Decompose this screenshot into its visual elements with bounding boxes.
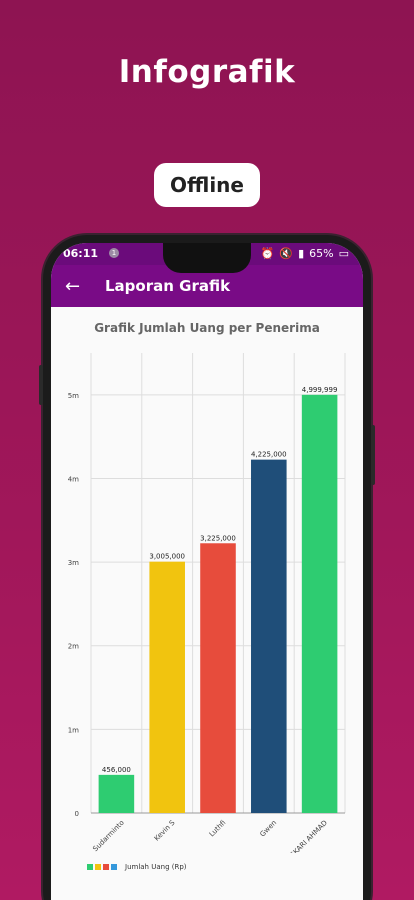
x-tick-label: ASKARI AHMAD xyxy=(285,819,329,853)
bar xyxy=(301,394,338,813)
status-time: 06:11 xyxy=(63,247,99,260)
legend-swatch xyxy=(111,864,117,870)
offline-badge: Offline xyxy=(154,163,260,207)
volume-button xyxy=(39,365,43,405)
x-tick-label: Luthfi xyxy=(208,819,228,839)
x-tick-label: Gwen xyxy=(258,819,278,839)
bar xyxy=(251,459,287,813)
legend-swatch xyxy=(95,864,101,870)
signal-icon: ▮ xyxy=(298,247,305,260)
y-tick-label: 2m xyxy=(68,643,79,651)
bar xyxy=(98,774,135,813)
page-title: Laporan Grafik xyxy=(105,277,231,295)
phone-screen: 06:11 1 ⏰ 🔇 ▮ 65% ▭ ← Laporan Grafik Gra… xyxy=(51,243,363,900)
bar-value-label: 4,999,999 xyxy=(302,386,338,394)
x-tick-label: Kevin S xyxy=(153,818,177,842)
legend-swatch xyxy=(87,864,93,870)
alarm-icon: ⏰ xyxy=(260,247,275,260)
battery-label: 65% xyxy=(309,247,334,260)
y-tick-label: 3m xyxy=(68,559,79,567)
arrow-left-icon[interactable]: ← xyxy=(65,275,81,297)
mute-icon: 🔇 xyxy=(279,247,294,260)
notification-badge: 1 xyxy=(109,248,119,258)
bar-value-label: 4,225,000 xyxy=(251,451,287,459)
promo-headline: Infografik xyxy=(118,54,296,90)
y-tick-label: 4m xyxy=(68,475,79,483)
y-tick-label: 0 xyxy=(75,810,79,818)
bar xyxy=(200,543,236,813)
bar-chart: 0 1m 2m 3m 4m 5m 456,000 Sudarminto 3,005,000 Kev… xyxy=(68,353,346,853)
y-tick-label: 1m xyxy=(68,726,79,734)
y-tick-label: 5m xyxy=(68,392,79,400)
bar-value-label: 3,005,000 xyxy=(149,553,185,561)
battery-icon: ▭ xyxy=(338,247,349,260)
chart-title: Grafik Jumlah Uang per Penerima xyxy=(94,321,320,335)
legend-label: Jumlah Uang (Rp) xyxy=(125,863,187,871)
status-icons: ⏰ 🔇 ▮ 65% ▭ xyxy=(261,247,349,260)
phone-frame: 06:11 1 ⏰ 🔇 ▮ 65% ▭ ← Laporan Grafik Gra… xyxy=(39,235,375,900)
chart-legend: Jumlah Uang (Rp) xyxy=(87,863,187,871)
camera-notch xyxy=(163,243,251,273)
app-bar: ← Laporan Grafik xyxy=(51,265,363,307)
legend-swatch xyxy=(103,864,109,870)
bar xyxy=(149,561,185,813)
bar-value-label: 456,000 xyxy=(102,766,131,774)
x-tick-label: Sudarminto xyxy=(91,819,125,853)
power-button xyxy=(371,425,375,485)
bar-value-label: 3,225,000 xyxy=(200,534,236,542)
